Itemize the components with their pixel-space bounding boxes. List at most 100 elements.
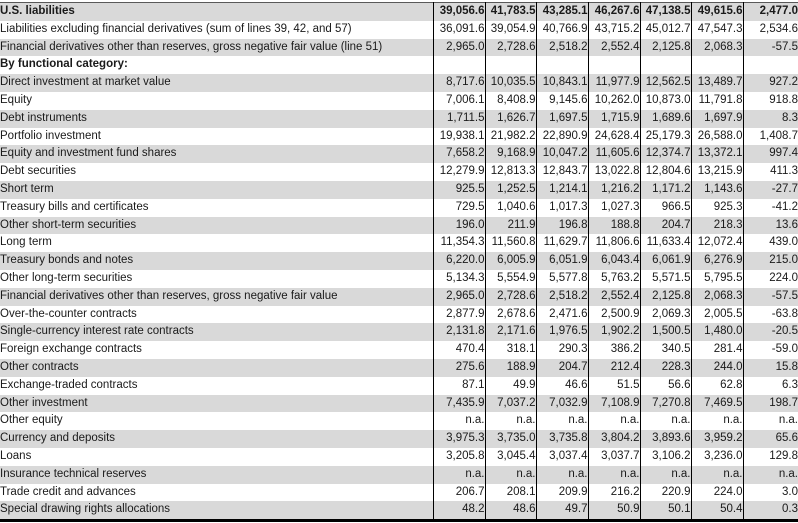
value-cell: 2,068.3: [690, 287, 743, 306]
value-cell: 2,069.3: [639, 305, 691, 324]
value-cell: 7,469.5: [690, 394, 743, 413]
value-cell: 12,843.7: [535, 163, 588, 181]
value-cell: 56.6: [639, 376, 691, 395]
value-cell: -59.0: [742, 341, 798, 359]
value-cell: [484, 56, 536, 75]
value-cell: 244.0: [690, 358, 743, 377]
value-cell: 1,252.5: [484, 180, 536, 199]
value-cell: n.a.: [742, 465, 798, 484]
value-cell: 729.5: [432, 198, 485, 217]
value-cell: [639, 56, 691, 75]
value-cell: 2,552.4: [587, 287, 640, 306]
value-cell: 3.0: [742, 483, 798, 502]
value-cell: 188.8: [587, 216, 640, 235]
value-cell: 7,006.1: [432, 91, 485, 110]
table-row: Over-the-counter contracts 2,877.9 2,678.6…: [0, 305, 798, 324]
value-cell: 212.4: [587, 358, 640, 377]
value-cell: 49.9: [484, 376, 536, 395]
value-cell: 11,791.8: [690, 91, 743, 110]
table-row: Single-currency interest rate contracts 2…: [0, 323, 798, 342]
row-label: Portfolio investment: [0, 129, 101, 142]
value-cell: 25,179.3: [639, 127, 691, 146]
table-row: Treasury bills and certificates 729.5 1,04…: [0, 198, 798, 217]
value-cell: 927.2: [742, 74, 798, 92]
value-cell: 3,975.3: [432, 430, 485, 448]
value-cell: n.a.: [690, 465, 743, 484]
row-label: Other investment: [0, 396, 88, 409]
table-row: By functional category:: [0, 56, 798, 75]
value-cell: 925.5: [432, 180, 485, 199]
value-cell: 218.3: [690, 216, 743, 235]
value-cell: 11,629.7: [535, 234, 588, 253]
value-cell: 6.3: [742, 376, 798, 395]
value-cell: 340.5: [639, 341, 691, 359]
value-cell: 7,435.9: [432, 394, 485, 413]
row-label: Financial derivatives other than reserve…: [0, 40, 383, 53]
table-row: Currency and deposits 3,975.3 3,735.0 3,735…: [0, 430, 798, 448]
value-cell: 2,471.6: [535, 305, 588, 324]
value-cell: 11,560.8: [484, 234, 536, 253]
row-label: Debt securities: [0, 165, 77, 178]
value-cell: 2,877.9: [432, 305, 485, 324]
value-cell: 966.5: [639, 198, 691, 217]
value-cell: -57.5: [742, 38, 798, 57]
row-label: Other long-term securities: [0, 271, 133, 284]
value-cell: 3,893.6: [639, 430, 691, 448]
table-row: U.S. liabilities 39,056.6 41,783.5 43,285.1…: [0, 2, 798, 21]
table-row: Other investment 7,435.9 7,037.2 7,032.9 7,1…: [0, 394, 798, 413]
value-cell: 46,267.6: [587, 2, 640, 21]
value-cell: 2,125.8: [639, 287, 691, 306]
row-label: By functional category:: [0, 58, 128, 71]
value-cell: 19,938.1: [432, 127, 485, 146]
table-row: Portfolio investment 19,938.1 21,982.2 22,8…: [0, 127, 798, 146]
table-row: Equity 7,006.1 8,408.9 9,145.6 10,262.0 10,87…: [0, 91, 798, 110]
value-cell: 386.2: [587, 341, 640, 359]
value-cell: 10,035.5: [484, 74, 536, 92]
table-row: Long term 11,354.3 11,560.8 11,629.7 11,806.…: [0, 234, 798, 253]
value-cell: 39,056.6: [432, 2, 485, 21]
value-cell: 43,715.2: [587, 20, 640, 39]
value-cell: 7,037.2: [484, 394, 536, 413]
value-cell: [742, 56, 798, 75]
value-cell: 196.0: [432, 216, 485, 235]
value-cell: 8,717.6: [432, 74, 485, 92]
value-cell: [535, 56, 588, 75]
value-cell: 204.7: [639, 216, 691, 235]
value-cell: 2,518.2: [535, 38, 588, 57]
value-cell: 3,037.7: [587, 447, 640, 466]
value-cell: 470.4: [432, 341, 485, 359]
table-row: Other short-term securities 196.0 211.9 196…: [0, 216, 798, 235]
table-row: Financial derivatives other than reserve…: [0, 38, 798, 57]
value-cell: 1,711.5: [432, 109, 485, 128]
value-cell: 2,477.0: [742, 2, 798, 21]
value-cell: 9,168.9: [484, 145, 536, 164]
value-cell: 3,735.0: [484, 430, 536, 448]
value-cell: 7,032.9: [535, 394, 588, 413]
row-label: Direct investment at market value: [0, 76, 171, 89]
value-cell: 3,804.2: [587, 430, 640, 448]
value-cell: 6,061.9: [639, 252, 691, 270]
value-cell: 43,285.1: [535, 2, 588, 21]
value-cell: 5,577.8: [535, 269, 588, 288]
row-label: Other short-term securities: [0, 218, 137, 231]
value-cell: 3,236.0: [690, 447, 743, 466]
value-cell: n.a.: [535, 412, 588, 431]
value-cell: 36,091.6: [432, 20, 485, 39]
value-cell: 3,735.8: [535, 430, 588, 448]
value-cell: 47,138.5: [639, 2, 691, 21]
value-cell: 1,697.9: [690, 109, 743, 128]
value-cell: 26,588.0: [690, 127, 743, 146]
value-cell: 10,262.0: [587, 91, 640, 110]
value-cell: 2,534.6: [742, 20, 798, 39]
value-cell: 12,804.6: [639, 163, 691, 181]
value-cell: 11,977.9: [587, 74, 640, 92]
value-cell: 13,022.8: [587, 163, 640, 181]
value-cell: 49,615.6: [690, 2, 743, 21]
value-cell: 48.6: [484, 501, 536, 521]
row-label: Foreign exchange contracts: [0, 343, 142, 356]
value-cell: 2,005.5: [690, 305, 743, 324]
row-label: Exchange-traded contracts: [0, 378, 138, 391]
value-cell: 41,783.5: [484, 2, 536, 21]
value-cell: 439.0: [742, 234, 798, 253]
